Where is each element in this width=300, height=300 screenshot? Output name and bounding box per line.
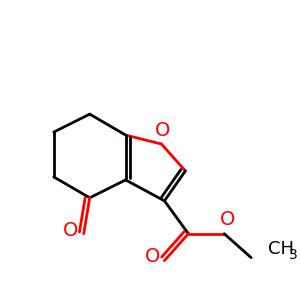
Text: 3: 3 [289, 248, 297, 262]
Text: O: O [220, 210, 235, 229]
Text: O: O [155, 121, 171, 140]
Text: CH: CH [268, 240, 294, 258]
Text: O: O [145, 247, 160, 266]
Text: O: O [63, 221, 78, 240]
